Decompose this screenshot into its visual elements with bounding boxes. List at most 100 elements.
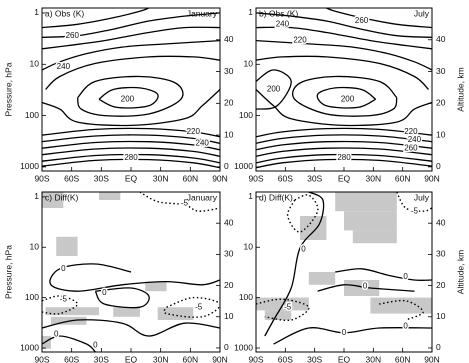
y-tick-label: 100 xyxy=(239,292,253,302)
x-tick-label: 60N xyxy=(395,354,411,363)
contour-line xyxy=(45,55,220,90)
contour-label: 240 xyxy=(408,135,422,144)
contour-line xyxy=(42,8,150,29)
contour-line xyxy=(256,153,432,164)
contour-label: 0 xyxy=(363,282,368,291)
x-tick-label: 90N xyxy=(212,354,228,363)
plot-area xyxy=(256,8,432,169)
significance-patch xyxy=(308,272,336,285)
contour-line xyxy=(42,153,220,164)
y-tick-label: 100 xyxy=(25,292,39,302)
significance-patch xyxy=(256,297,309,311)
significance-patch xyxy=(370,297,432,314)
contour-line xyxy=(317,284,415,292)
contour-label: 240 xyxy=(276,19,290,28)
x-tick-label: 90S xyxy=(248,173,263,183)
contour-line xyxy=(256,39,432,71)
contour-label: 260 xyxy=(66,31,80,40)
panel-subtitle: July xyxy=(414,192,430,202)
contour-line xyxy=(286,194,319,233)
contour-label: 0 xyxy=(403,322,408,331)
y2-tick-label: 20 xyxy=(224,98,234,108)
panel-title: d) Diff(K) xyxy=(259,192,293,202)
y2-tick-label: 30 xyxy=(224,66,234,76)
contour-line xyxy=(326,8,432,29)
contour-line xyxy=(139,192,220,212)
contour-line xyxy=(42,89,220,127)
panel-subtitle: July xyxy=(414,8,430,18)
contour-line xyxy=(42,39,220,71)
y-axis-label: Pressure, hPa xyxy=(3,245,13,299)
x-tick-label: 90S xyxy=(34,354,49,363)
x-tick-label: 90S xyxy=(34,173,49,183)
contour-label: 220 xyxy=(187,127,201,136)
contour-label: 240 xyxy=(196,138,210,147)
x-tick-label: 60S xyxy=(64,354,79,363)
contour-label: 0 xyxy=(301,245,306,254)
contour-line xyxy=(256,69,292,110)
contour-line xyxy=(42,12,220,38)
contour-line xyxy=(42,335,96,352)
y2-tick-label: 10 xyxy=(436,129,446,139)
contour-line xyxy=(42,319,220,337)
contour-line xyxy=(335,268,432,282)
y2-tick-label: 40 xyxy=(436,217,446,227)
y-tick-label: 1 xyxy=(248,7,253,17)
significance-patch xyxy=(157,307,194,320)
contour-line xyxy=(256,127,432,138)
contour-label: 0 xyxy=(93,341,98,350)
contour-line xyxy=(256,147,432,157)
x-tick-label: 60N xyxy=(183,354,199,363)
contour-line xyxy=(396,192,432,212)
contour-label: 200 xyxy=(121,94,135,103)
contour-line xyxy=(163,296,220,318)
contour-line xyxy=(292,75,398,117)
x-tick-label: 60N xyxy=(395,173,411,183)
y2-tick-label: 20 xyxy=(224,280,234,290)
x-tick-label: 60S xyxy=(278,354,293,363)
contour-line xyxy=(273,326,432,345)
x-tick-label: 60S xyxy=(64,173,79,183)
x-tick-label: 90N xyxy=(424,354,440,363)
contour-line xyxy=(256,55,429,90)
y2-tick-label: 30 xyxy=(436,66,446,76)
y2-axis-label: Altitude, km xyxy=(455,250,465,294)
contour-label: 280 xyxy=(337,153,351,162)
significance-patch xyxy=(264,310,292,320)
panel-title: a) Obs (K) xyxy=(45,8,84,18)
y-tick-label: 10 xyxy=(30,242,40,252)
contour-label: 0 xyxy=(342,328,347,337)
contour-line xyxy=(42,134,220,144)
contour-line xyxy=(256,12,432,38)
contour-line xyxy=(264,192,325,337)
significance-patch xyxy=(56,236,78,256)
y2-tick-label: 40 xyxy=(436,34,446,44)
plot-area xyxy=(42,8,220,169)
contour-line xyxy=(316,86,377,109)
contour-label: -5 xyxy=(411,206,419,215)
x-tick-label: 30S xyxy=(307,173,322,183)
y2-tick-label: 30 xyxy=(224,249,234,259)
contour-label: 220 xyxy=(404,127,418,136)
contour-line xyxy=(42,26,220,50)
x-tick-label: EQ xyxy=(125,354,138,363)
contour-line xyxy=(379,299,424,321)
contour-label: 0 xyxy=(61,264,66,273)
plot-area xyxy=(256,192,432,345)
y-tick-label: 10 xyxy=(244,242,254,252)
y-tick-label: 100 xyxy=(239,110,253,120)
x-tick-label: 60S xyxy=(278,173,293,183)
contour-label: -5 xyxy=(195,302,203,311)
contour-line xyxy=(98,86,159,109)
contour-label: 220 xyxy=(293,36,307,45)
significance-patch xyxy=(45,307,99,316)
contour-line xyxy=(76,75,184,117)
x-tick-label: 30N xyxy=(153,173,169,183)
y-tick-label: 100 xyxy=(25,110,39,120)
y-tick-label: 1000 xyxy=(234,161,253,171)
significance-patch xyxy=(42,192,64,208)
contour-label: 240 xyxy=(57,62,71,71)
y2-tick-label: 10 xyxy=(224,129,234,139)
